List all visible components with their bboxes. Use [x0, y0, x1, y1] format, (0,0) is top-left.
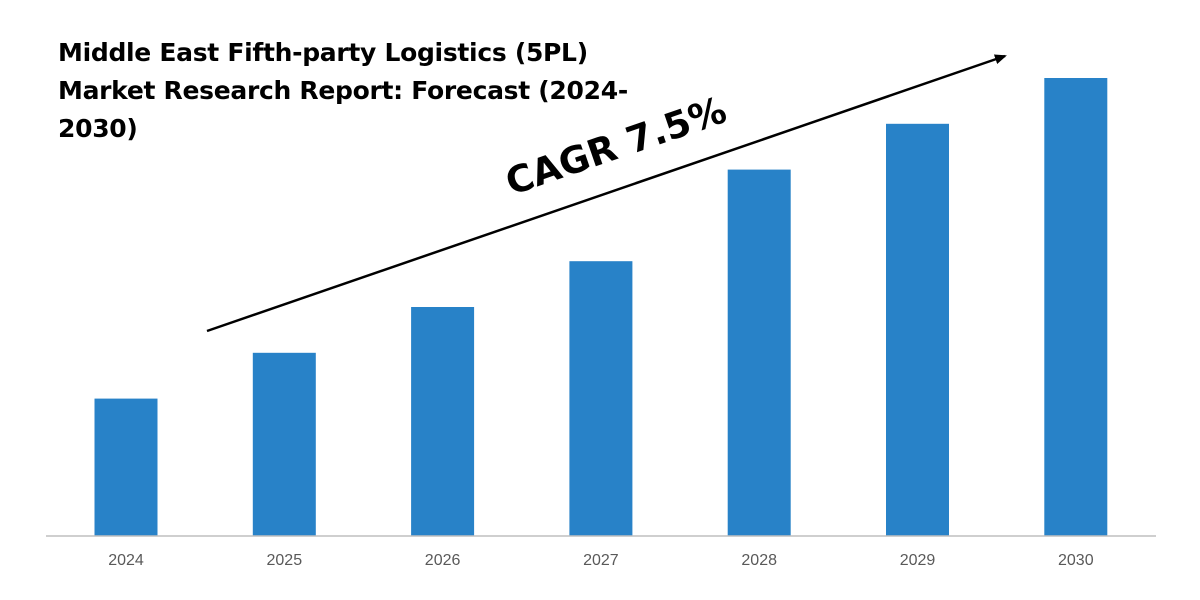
- chart-title: Middle East Fifth-party Logistics (5PL) …: [58, 38, 628, 143]
- bar-series: [94, 78, 1108, 537]
- bar-2026: [411, 307, 475, 536]
- bar-2024: [94, 398, 158, 536]
- x-tick-label-2029: 2029: [900, 552, 936, 569]
- x-tick-label-2027: 2027: [583, 552, 619, 569]
- x-tick-label-2024: 2024: [108, 552, 144, 569]
- x-tick-label-2026: 2026: [425, 552, 461, 569]
- bar-2025: [252, 352, 316, 536]
- cagr-arrow: [206, 54, 1007, 333]
- x-axis-ticks: 2024 2025 2026 2027 2028 2029 2030: [108, 552, 1093, 569]
- bar-2030: [1044, 78, 1108, 536]
- x-tick-label-2028: 2028: [741, 552, 777, 569]
- bar-2029: [886, 123, 949, 537]
- bar-2028: [727, 169, 791, 536]
- cagr-label: CAGR 7.5%: [500, 88, 732, 204]
- x-tick-label-2025: 2025: [267, 552, 303, 569]
- x-tick-label-2030: 2030: [1058, 552, 1094, 569]
- bar-2027: [569, 261, 633, 536]
